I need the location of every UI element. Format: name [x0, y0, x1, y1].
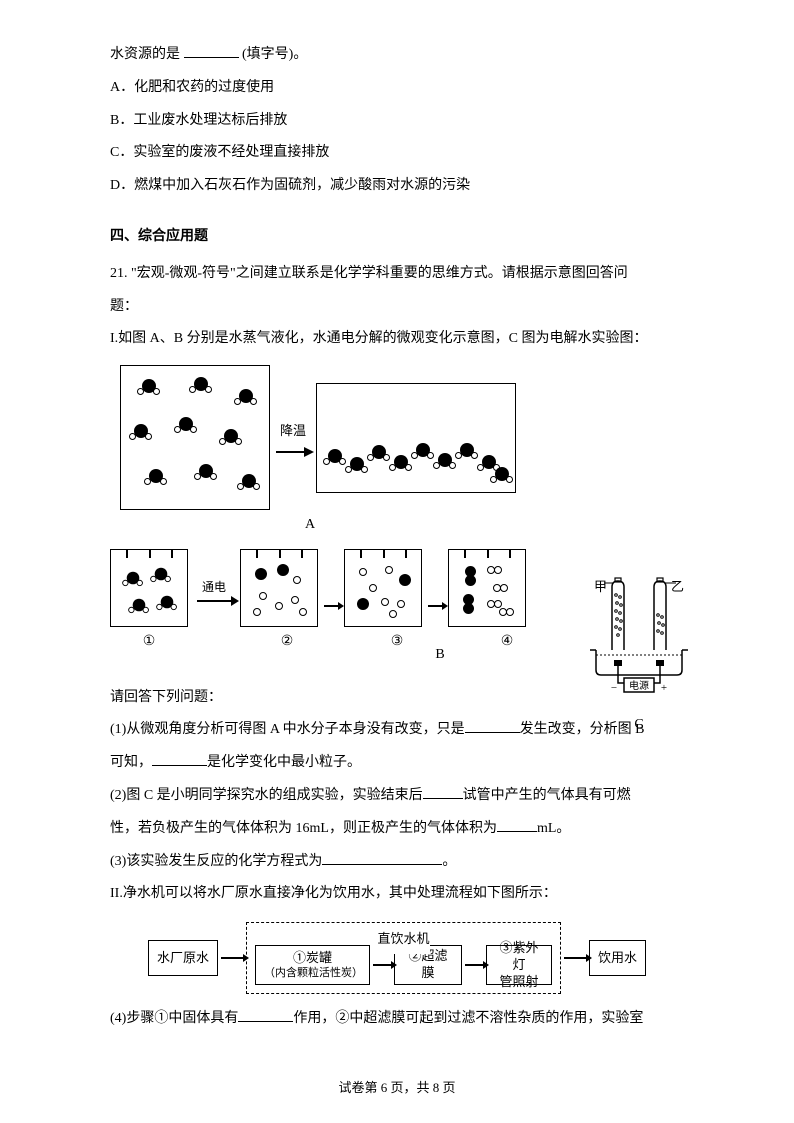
flow-outer: 直饮水机 ①炭罐 （内含颗粒活性炭） ②超滤膜 ③紫外灯 管照射 [246, 922, 561, 994]
q21-partI: I.如图 A、B 分别是水蒸气液化，水通电分解的微观变化示意图，C 图为电解水实… [110, 324, 684, 355]
flow-diagram: 水厂原水 直饮水机 ①炭罐 （内含颗粒活性炭） ②超滤膜 ③紫外灯 管照射 饮用… [127, 922, 667, 994]
flow-arrow-1 [221, 957, 243, 959]
flow-s1: ①炭罐 （内含颗粒活性炭） [255, 945, 370, 985]
arrow-b: 通电 [194, 574, 234, 602]
diagram-a: 降温 [120, 365, 684, 510]
flow-s3: ③紫外灯 管照射 [486, 945, 552, 985]
diagram-a-arrow: 降温 [274, 417, 312, 458]
c-label-left: 甲 [594, 573, 607, 602]
q21-p3-line: (3)该实验发生反应的化学方程式为 。 [110, 847, 684, 878]
q21-p2-line1: (2)图 C 是小明同学探究水的组成实验，实验结束后 试管中产生的气体具有可燃 [110, 781, 684, 812]
flow-s3a: ③紫外灯 [495, 940, 543, 974]
q21-p1-a: (1)从微观角度分析可得图 A 中水分子本身没有改变，只是 [110, 722, 465, 737]
q20-optA: A．化肥和农药的过度使用 [110, 73, 684, 104]
q21-partII: II.净水机可以将水厂原水直接净化为饮用水，其中处理流程如下图所示： [110, 879, 684, 910]
q21-p4-line: (4)步骤①中固体具有 作用，②中超滤膜可起到过滤不溶性杂质的作用，实验室 [110, 1004, 684, 1035]
q21-p2-blank1[interactable] [423, 783, 463, 799]
q21-p2-a: (2)图 C 是小明同学探究水的组成实验，实验结束后 [110, 788, 423, 803]
q21-p1-c: 可知， [110, 755, 152, 770]
q21-p1-line2: 可知， 是化学变化中最小粒子。 [110, 748, 684, 779]
q21-p2-line2: 性，若负极产生的气体体积为 16mL，则正极产生的气体体积为 mL。 [110, 814, 684, 845]
c-power-text: 电源 [629, 679, 649, 692]
q20-stem-suffix: (填字号)。 [242, 47, 307, 62]
flow-arrow-3 [465, 964, 483, 966]
q21-stem-line1: 21. "宏观-微观-符号"之间建立联系是化学学科重要的思维方式。请根据示意图回… [110, 259, 684, 290]
flow-out: 饮用水 [589, 940, 646, 976]
q21: 21. "宏观-微观-符号"之间建立联系是化学学科重要的思维方式。请根据示意图回… [110, 259, 684, 1035]
q21-p4-blank[interactable] [238, 1006, 293, 1022]
page-footer: 试卷第 6 页，共 8 页 [0, 1074, 794, 1103]
b-label-4: ④ [468, 627, 546, 658]
panel-b2 [240, 549, 318, 627]
flow-s3b: 管照射 [495, 974, 543, 991]
svg-text:+: + [661, 682, 667, 694]
arrow-b-text: 通电 [202, 574, 226, 600]
section-4-title: 四、综合应用题 [110, 222, 684, 253]
flow-arrow-4 [564, 957, 586, 959]
q21-p2-d: mL。 [537, 821, 570, 836]
diagram-a-panel1 [120, 365, 270, 510]
diagram-c-label: C [574, 710, 704, 741]
q21-p1-blank1[interactable] [465, 717, 520, 733]
q21-p1-d: 是化学变化中最小粒子。 [207, 755, 361, 770]
q20-optD: D．燃煤中加入石灰石作为固硫剂，减少酸雨对水源的污染 [110, 171, 684, 202]
flow-outer-label: 直饮水机 [377, 925, 429, 954]
svg-text:−: − [611, 682, 617, 694]
panel-b3 [344, 549, 422, 627]
arrow-a-text: 降温 [280, 417, 306, 446]
q21-p4-a: (4)步骤①中固体具有 [110, 1011, 238, 1026]
b-label-3: ③ [358, 627, 436, 658]
b-label-2: ② [248, 627, 326, 658]
q20-stem-line: 水资源的是 (填字号)。 [110, 40, 684, 71]
q21-p3-blank[interactable] [322, 849, 442, 865]
q21-stem-line2: 题： [110, 292, 684, 323]
q20-optB: B．工业废水处理达标后排放 [110, 106, 684, 137]
q21-p2-blank2[interactable] [497, 816, 537, 832]
diagram-a-panel2 [316, 383, 516, 493]
flow-s1b: （内含颗粒活性炭） [264, 966, 361, 980]
q21-p1-blank2[interactable] [152, 750, 207, 766]
diagram-a-label: A [120, 510, 500, 541]
flow-arrow-2 [373, 964, 391, 966]
q21-p3-b: 。 [442, 854, 456, 869]
q20-optC: C．实验室的废液不经处理直接排放 [110, 138, 684, 169]
flow-in: 水厂原水 [148, 940, 218, 976]
q21-p2-c: 性，若负极产生的气体体积为 16mL，则正极产生的气体体积为 [110, 821, 497, 836]
flow-s1a: ①炭罐 [264, 950, 361, 967]
q20-blank[interactable] [184, 42, 239, 58]
q20-stem-text: 水资源的是 [110, 47, 180, 62]
q21-num: 21. [110, 266, 128, 281]
diagram-a-container: 降温 A [110, 365, 684, 541]
c-label-right: 乙 [671, 573, 684, 602]
small-arrow-34 [428, 569, 442, 607]
small-arrow-23 [324, 569, 338, 607]
diagram-c: 甲 乙 [574, 575, 704, 735]
q21-stem1: "宏观-微观-符号"之间建立联系是化学学科重要的思维方式。请根据示意图回答问 [131, 266, 628, 281]
panel-b1 [110, 549, 188, 627]
panel-b4 [448, 549, 526, 627]
q21-p2-b: 试管中产生的气体具有可燃 [463, 788, 631, 803]
q21-p3-a: (3)该实验发生反应的化学方程式为 [110, 854, 322, 869]
q21-p4-b: 作用，②中超滤膜可起到过滤不溶性杂质的作用，实验室 [293, 1011, 643, 1026]
b-label-1: ① [110, 627, 188, 658]
